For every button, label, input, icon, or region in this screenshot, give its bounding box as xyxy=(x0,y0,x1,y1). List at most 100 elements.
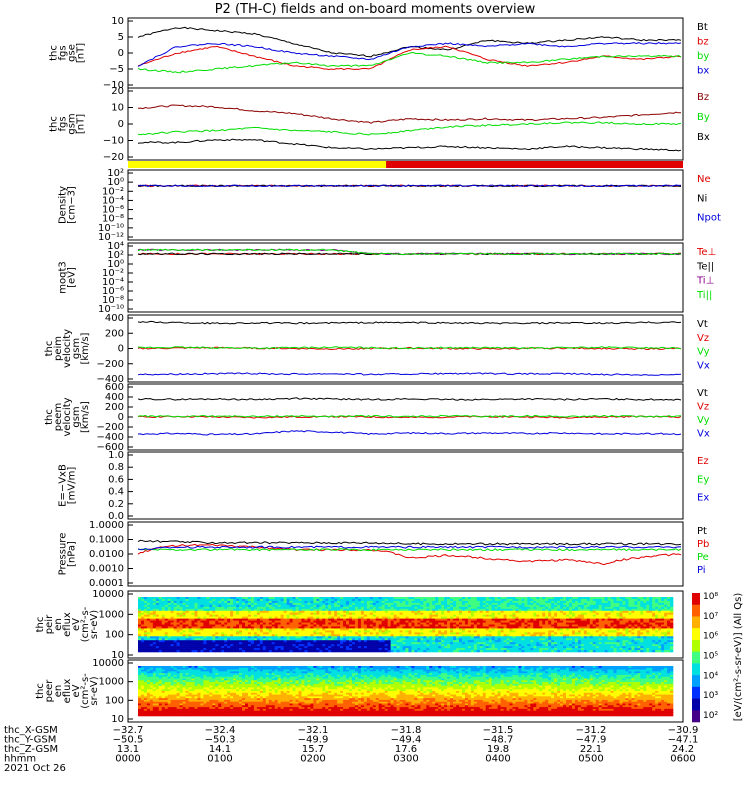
spectrogram-cell xyxy=(357,608,362,612)
spectrogram-cell xyxy=(247,638,252,641)
spectrogram-cell xyxy=(393,650,397,653)
spectrogram-cell xyxy=(467,600,472,604)
spectrogram-cell xyxy=(435,598,439,602)
spectrogram-cell xyxy=(426,614,430,617)
spectrogram-cell xyxy=(298,598,302,602)
spectrogram-cell xyxy=(206,650,210,653)
spectrogram-cell xyxy=(307,606,311,610)
spectrogram-cell xyxy=(182,602,186,606)
spectrogram-cell xyxy=(536,640,540,643)
spectrogram-cell xyxy=(319,636,323,639)
y-tick-label: −20 xyxy=(103,152,124,163)
spectrogram-cell xyxy=(357,616,362,619)
spectrogram-cell xyxy=(245,600,249,604)
spectrogram-cell xyxy=(182,608,186,612)
spectrogram-cell xyxy=(331,636,335,639)
spectrogram-cell xyxy=(295,622,299,625)
spectrogram-cell xyxy=(203,632,207,635)
spectrogram-cell xyxy=(479,612,484,615)
spectrogram-cell xyxy=(447,620,451,623)
spectrogram-cell xyxy=(497,598,501,602)
spectrogram-cell xyxy=(625,622,629,625)
spectrogram-cell xyxy=(491,610,495,614)
spectrogram-cell xyxy=(393,622,397,625)
spectrogram-cell xyxy=(277,606,281,610)
spectrogram-cell xyxy=(601,612,605,615)
spectrogram-cell xyxy=(453,612,457,615)
spectrogram-cell xyxy=(464,646,469,649)
spectrogram-cell xyxy=(450,598,454,602)
spectrogram-cell xyxy=(247,634,252,637)
spectrogram-cell xyxy=(316,600,320,604)
spectrogram-cell xyxy=(497,604,501,608)
spectrogram-cell xyxy=(337,616,341,619)
spectrogram-cell xyxy=(464,626,469,629)
spectrogram-cell xyxy=(262,597,267,600)
spectrogram-cell xyxy=(622,634,626,637)
spectrogram-cell xyxy=(610,630,614,633)
spectrogram-cell xyxy=(631,642,635,645)
spectrogram-cell xyxy=(592,646,597,649)
spectrogram-cell xyxy=(161,636,166,639)
spectrogram-cell xyxy=(155,644,160,647)
spectrogram-cell xyxy=(568,640,573,643)
spectrogram-cell xyxy=(227,636,231,639)
spectrogram-cell xyxy=(283,650,287,653)
spectrogram-cell xyxy=(140,604,145,608)
spectrogram-cell xyxy=(363,600,368,604)
spectrogram-cell xyxy=(456,650,460,653)
spectrogram-cell xyxy=(334,630,338,633)
spectrogram-cell xyxy=(631,640,635,643)
spectrogram-cell xyxy=(598,642,602,645)
spectrogram-cell xyxy=(402,638,406,641)
spectrogram-cell xyxy=(230,600,234,604)
spectrogram-cell xyxy=(239,646,243,649)
spectrogram-cell xyxy=(185,626,189,629)
spectrogram-cell xyxy=(586,614,591,617)
spectrogram-cell xyxy=(607,614,611,617)
spectrogram-cell xyxy=(200,598,204,602)
spectrogram-cell xyxy=(453,600,457,604)
spectrogram-cell xyxy=(393,648,397,651)
spectrogram-cell xyxy=(352,632,356,635)
spectrogram-cell xyxy=(209,604,213,608)
spectrogram-cell xyxy=(566,606,570,610)
spectrogram-cell xyxy=(420,650,424,653)
spectrogram-cell xyxy=(512,648,516,651)
spectrogram-cell xyxy=(408,650,412,653)
y-axis-label: gsm xyxy=(71,406,82,427)
spectrogram-cell xyxy=(399,612,403,615)
legend-Ex: Ex xyxy=(697,493,709,504)
spectrogram-cell xyxy=(539,600,543,604)
spectrogram-cell xyxy=(349,597,353,600)
spectrogram-cell xyxy=(527,646,531,649)
spectrogram-cell xyxy=(295,640,299,643)
spectrogram-cell xyxy=(149,644,154,647)
spectrogram-cell xyxy=(497,636,501,639)
spectrogram-cell xyxy=(420,638,424,641)
spectrogram-cell xyxy=(366,642,371,645)
spectrogram-cell xyxy=(473,608,478,612)
spectrogram-cell xyxy=(256,640,261,643)
spectrogram-cell xyxy=(429,604,433,608)
spectrogram-cell xyxy=(476,634,481,637)
spectrogram-cell xyxy=(375,624,380,627)
spectrogram-cell xyxy=(319,634,323,637)
spectrogram-cell xyxy=(568,608,573,612)
spectrogram-cell xyxy=(375,650,380,653)
y-tick-label: 10⁻¹⁰ xyxy=(98,223,124,234)
spectrogram-cell xyxy=(610,598,614,602)
spectrogram-cell xyxy=(411,640,415,643)
spectrogram-cell xyxy=(643,608,647,612)
spectrogram-cell xyxy=(325,610,329,614)
spectrogram-cell xyxy=(212,616,216,619)
spectrogram-cell xyxy=(349,610,353,614)
spectrogram-cell xyxy=(610,638,614,641)
spectrogram-cell xyxy=(405,620,409,623)
spectrogram-cell xyxy=(548,602,552,606)
spectrogram-cell xyxy=(521,636,525,639)
legend-Ni: Ni xyxy=(697,193,707,204)
spectrogram-cell xyxy=(518,646,522,649)
spectrogram-cell xyxy=(256,598,261,602)
spectrogram-cell xyxy=(435,628,439,631)
